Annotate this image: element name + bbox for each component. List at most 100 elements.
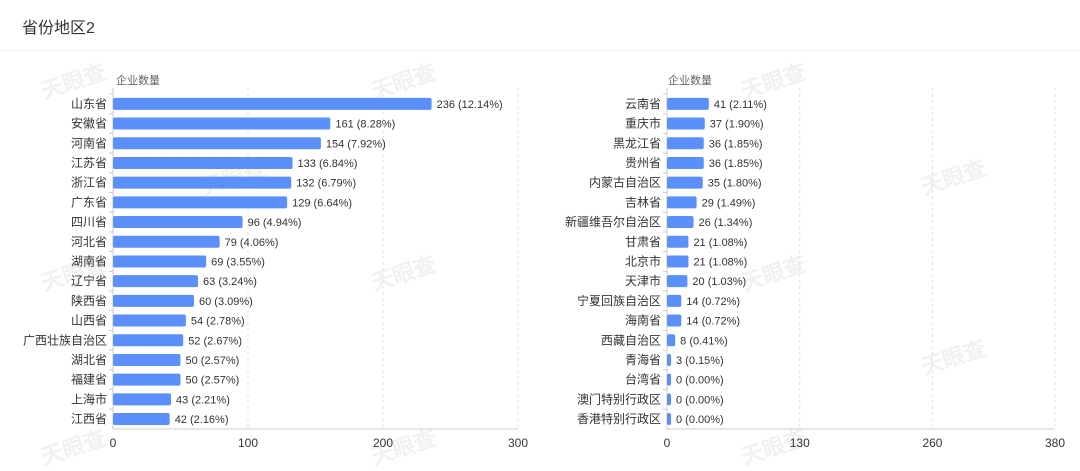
data-label: 36 (1.85%) <box>709 138 763 150</box>
x-tick-label: 100 <box>238 436 258 450</box>
category-label: 台湾省 <box>625 372 661 387</box>
data-label: 21 (1.08%) <box>693 237 747 249</box>
bar <box>667 97 709 110</box>
category-label: 贵州省 <box>625 156 661 170</box>
data-label: 161 (8.28%) <box>335 119 395 131</box>
data-label: 54 (2.78%) <box>191 316 245 328</box>
data-label: 50 (2.57%) <box>186 375 240 387</box>
data-label: 43 (2.21%) <box>176 394 230 406</box>
bar <box>113 393 172 406</box>
bar <box>667 255 689 268</box>
bar <box>113 235 220 248</box>
bar <box>667 334 676 347</box>
data-label: 0 (0.00%) <box>676 375 724 387</box>
data-label: 14 (0.72%) <box>686 316 740 328</box>
category-label: 澳门特别行政区 <box>577 391 661 406</box>
bar <box>667 413 671 426</box>
data-label: 129 (6.64%) <box>292 197 352 209</box>
data-label: 8 (0.41%) <box>680 335 728 347</box>
category-label: 福建省 <box>71 372 107 387</box>
bar <box>113 334 184 347</box>
category-label: 宁夏回族自治区 <box>577 293 661 308</box>
x-tick-label: 0 <box>110 436 117 450</box>
data-label: 20 (1.03%) <box>692 276 746 288</box>
x-tick-label: 130 <box>790 436 810 450</box>
bar <box>113 176 292 189</box>
bar <box>113 413 170 426</box>
data-label: 154 (7.92%) <box>326 138 386 150</box>
data-label: 69 (3.55%) <box>211 256 265 268</box>
bar <box>667 275 688 288</box>
data-label: 0 (0.00%) <box>676 394 724 406</box>
bar-chart-right: 企业数量 0 130 260 380 云南省 41 (2.11%) 重庆市 37 (1.90%)… <box>565 73 1065 450</box>
data-label: 0 (0.00%) <box>676 414 724 426</box>
bar <box>113 196 288 209</box>
bar <box>667 156 704 169</box>
bar <box>113 373 181 386</box>
bar <box>667 216 694 229</box>
data-label: 29 (1.49%) <box>702 197 756 209</box>
x-tick-label: 380 <box>1045 436 1065 450</box>
category-label: 香港特别行政区 <box>577 411 661 426</box>
category-label: 广西壮族自治区 <box>23 333 107 347</box>
category-label: 辽宁省 <box>71 273 107 288</box>
bar <box>667 314 682 327</box>
category-label: 浙江省 <box>71 176 107 190</box>
data-label: 35 (1.80%) <box>708 178 762 190</box>
category-label: 西藏自治区 <box>601 333 661 347</box>
bar <box>667 393 671 406</box>
bar <box>113 314 186 327</box>
y-axis-label: 企业数量 <box>668 73 712 87</box>
category-label: 黑龙江省 <box>613 136 661 150</box>
bar <box>113 353 181 366</box>
bar <box>113 137 321 150</box>
category-label: 山东省 <box>71 97 107 111</box>
data-label: 52 (2.67%) <box>188 335 242 347</box>
bar <box>113 275 199 288</box>
bar <box>113 294 194 307</box>
bar <box>667 196 697 209</box>
x-tick-label: 200 <box>373 436 393 450</box>
category-label: 江西省 <box>71 412 107 426</box>
x-tick-label: 0 <box>664 436 671 450</box>
data-label: 132 (6.79%) <box>296 178 356 190</box>
data-label: 42 (2.16%) <box>175 414 229 426</box>
y-axis-label: 企业数量 <box>116 73 160 87</box>
category-label: 北京市 <box>625 253 661 268</box>
bar <box>667 176 703 189</box>
data-label: 96 (4.94%) <box>248 217 302 229</box>
data-label: 14 (0.72%) <box>686 296 740 308</box>
page-title: 省份地区2 <box>22 20 95 37</box>
bar <box>113 156 293 169</box>
bar <box>667 117 705 130</box>
bar <box>667 294 682 307</box>
data-label: 41 (2.11%) <box>714 99 767 111</box>
category-label: 广东省 <box>71 195 107 209</box>
data-label: 63 (3.24%) <box>203 276 257 288</box>
data-label: 133 (6.84%) <box>298 158 358 170</box>
bar <box>113 216 243 229</box>
title-divider <box>0 50 1080 51</box>
category-label: 上海市 <box>71 391 107 406</box>
x-tick-label: 300 <box>508 436 528 450</box>
category-label: 内蒙古自治区 <box>589 175 661 190</box>
category-label: 河北省 <box>71 235 107 249</box>
category-label: 重庆市 <box>625 116 661 131</box>
category-label: 新疆维吾尔自治区 <box>565 214 661 229</box>
bar <box>667 235 689 248</box>
category-label: 湖南省 <box>71 253 107 268</box>
category-label: 陕西省 <box>71 293 107 308</box>
category-label: 江苏省 <box>71 156 107 170</box>
bar <box>113 97 432 110</box>
category-label: 天津市 <box>625 273 661 288</box>
data-label: 21 (1.08%) <box>693 256 747 268</box>
bar <box>667 353 671 366</box>
data-label: 60 (3.09%) <box>199 296 253 308</box>
data-label: 236 (12.14%) <box>437 99 503 111</box>
category-label: 湖北省 <box>71 352 107 367</box>
data-label: 79 (4.06%) <box>225 237 279 249</box>
bar <box>667 373 671 386</box>
category-label: 安徽省 <box>71 116 107 131</box>
data-label: 26 (1.34%) <box>699 217 753 229</box>
category-label: 海南省 <box>625 313 661 328</box>
